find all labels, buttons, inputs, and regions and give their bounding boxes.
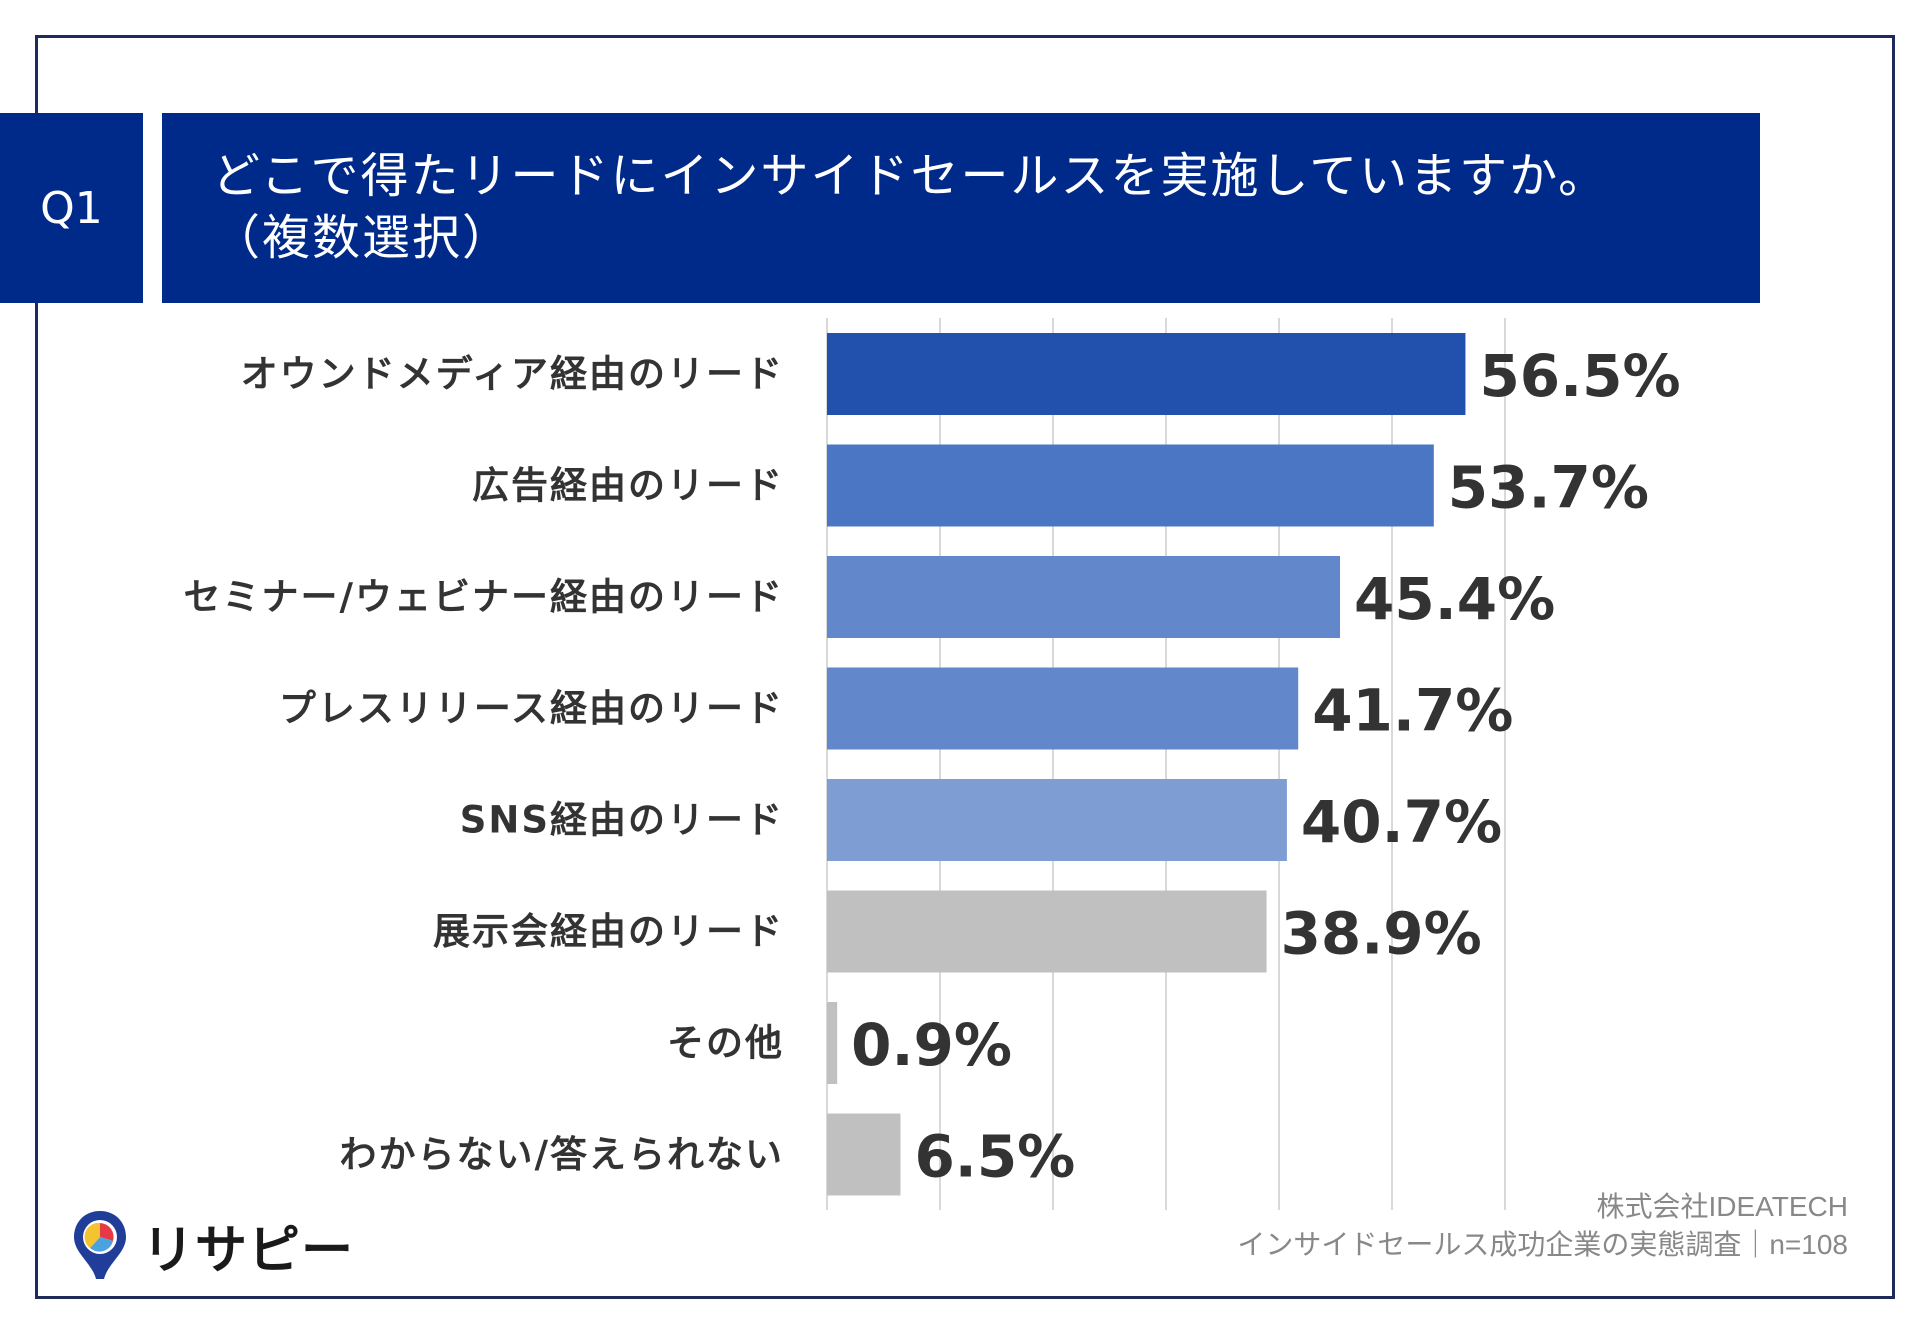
category-label: セミナー/ウェビナー経由のリード bbox=[183, 576, 784, 619]
value-label: 0.9% bbox=[851, 1011, 1012, 1079]
source-note: 株式会社IDEATECH インサイドセールス成功企業の実態調査｜n=108 bbox=[1237, 1188, 1848, 1264]
category-label: SNS経由のリード bbox=[460, 799, 784, 842]
bar bbox=[827, 1002, 838, 1084]
logo-text: リサピー bbox=[142, 1220, 355, 1281]
pin-pie-icon bbox=[74, 1211, 126, 1279]
value-label: 45.4% bbox=[1354, 565, 1555, 633]
bars: オウンドメディア経由のリード 56.5% 広告経由のリード 53.7% セミナー/ウェビ… bbox=[183, 333, 1681, 1196]
category-label: 展示会経由のリード bbox=[433, 910, 784, 953]
bar bbox=[827, 890, 1267, 973]
question-title-line1: どこで得たリードにインサイドセールスを実施していますか。 bbox=[212, 148, 1609, 204]
question-title: どこで得たリードにインサイドセールスを実施していますか。 （複数選択） bbox=[162, 113, 1760, 303]
value-label: 40.7% bbox=[1301, 788, 1502, 856]
bar bbox=[827, 333, 1466, 415]
source-company: 株式会社IDEATECH bbox=[1596, 1191, 1849, 1222]
frame-border bbox=[35, 35, 1895, 1299]
value-label: 38.9% bbox=[1281, 900, 1482, 968]
value-label: 53.7% bbox=[1448, 454, 1649, 522]
category-label: 広告経由のリード bbox=[472, 464, 784, 507]
question-number: Q1 bbox=[40, 182, 103, 234]
value-label: 6.5% bbox=[914, 1123, 1075, 1191]
bar bbox=[827, 667, 1299, 750]
question-badge: Q1 bbox=[0, 113, 143, 303]
bar bbox=[827, 444, 1434, 527]
category-label: プレスリリース経由のリード bbox=[279, 687, 784, 730]
source-survey: インサイドセールス成功企業の実態調査｜n=108 bbox=[1237, 1229, 1848, 1260]
bar bbox=[827, 779, 1287, 861]
bar bbox=[827, 1113, 901, 1196]
category-label: その他 bbox=[667, 1022, 784, 1065]
logo: リサピー bbox=[70, 1205, 354, 1285]
category-label: わからない/答えられない bbox=[339, 1133, 784, 1176]
question-title-line2: （複数選択） bbox=[212, 210, 513, 266]
bar bbox=[827, 556, 1341, 638]
value-label: 56.5% bbox=[1479, 342, 1680, 410]
category-label: オウンドメディア経由のリード bbox=[241, 353, 784, 396]
value-label: 41.7% bbox=[1312, 677, 1513, 745]
